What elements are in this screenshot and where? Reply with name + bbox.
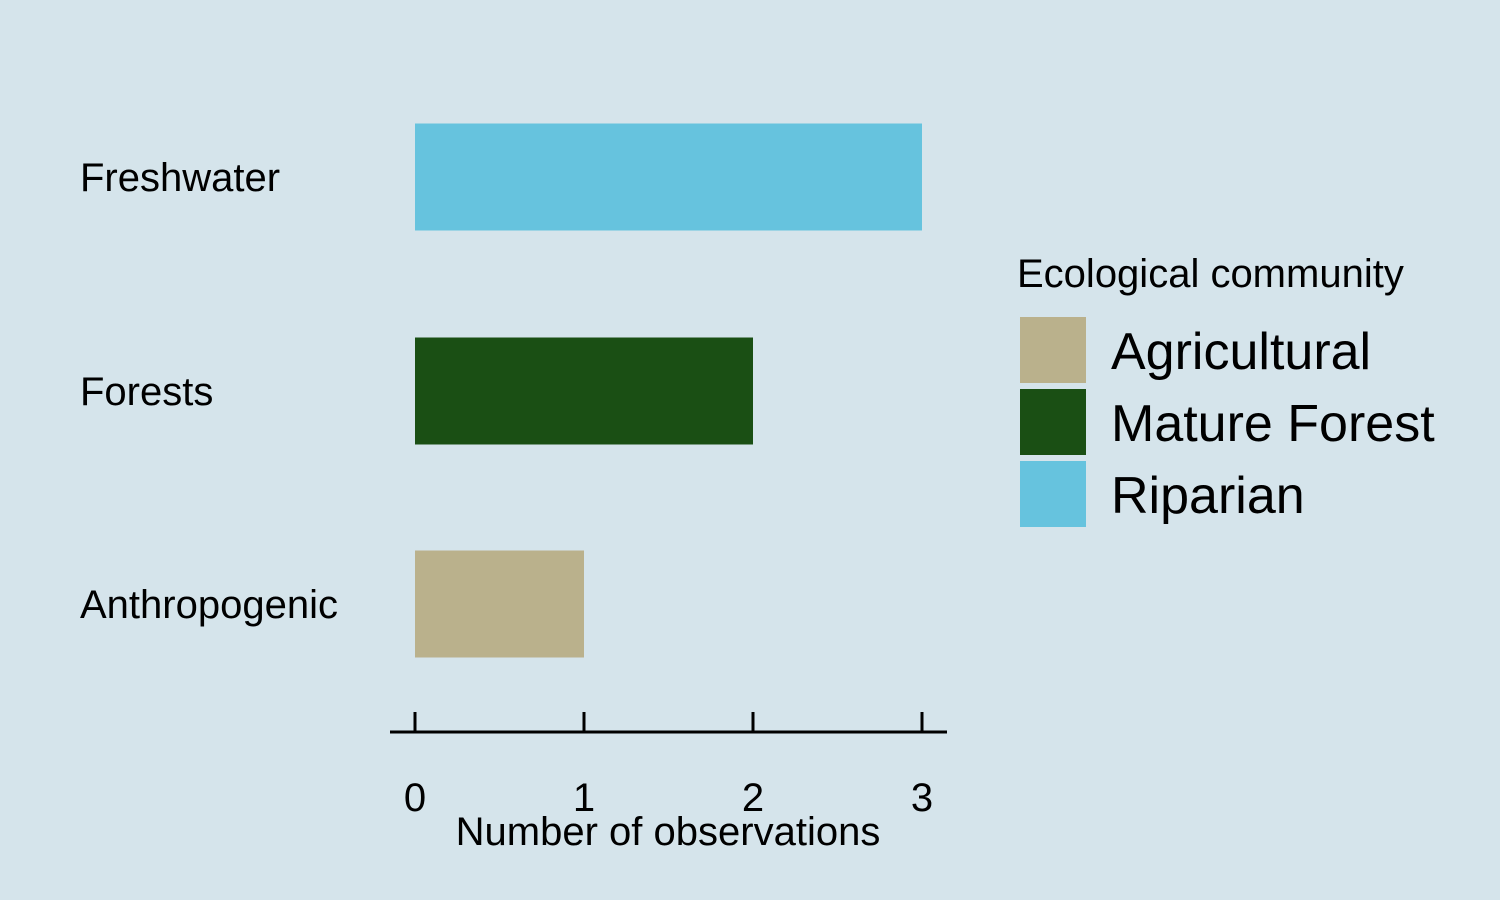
bar-freshwater	[415, 123, 922, 231]
legend-swatch-agricultural	[1020, 317, 1086, 383]
bar-forests	[415, 337, 753, 445]
category-labels: Anthropogenic Forests Freshwater	[80, 156, 338, 627]
category-label-freshwater: Freshwater	[80, 156, 280, 200]
category-label-anthropogenic: Anthropogenic	[80, 583, 338, 627]
legend-label-mature-forest: Mature Forest	[1111, 395, 1435, 453]
legend-swatch-mature-forest	[1020, 389, 1086, 455]
x-ticks: 0 1 2 3	[404, 712, 933, 820]
x-tick-label-0: 0	[404, 776, 426, 820]
legend-items: Agricultural Mature Forest Riparian	[1020, 317, 1435, 527]
x-tick-label-2: 2	[742, 776, 764, 820]
x-axis-title: Number of observations	[456, 810, 881, 854]
legend-title: Ecological community	[1017, 252, 1404, 296]
x-tick-label-3: 3	[911, 776, 933, 820]
legend-label-riparian: Riparian	[1111, 467, 1305, 525]
x-tick-label-1: 1	[573, 776, 595, 820]
bar-anthropogenic	[415, 550, 584, 658]
legend-swatch-riparian	[1020, 461, 1086, 527]
legend-label-agricultural: Agricultural	[1111, 323, 1371, 381]
legend: Ecological community Agricultural Mature …	[1017, 252, 1435, 527]
bars-group	[415, 123, 922, 658]
category-label-forests: Forests	[80, 370, 213, 414]
